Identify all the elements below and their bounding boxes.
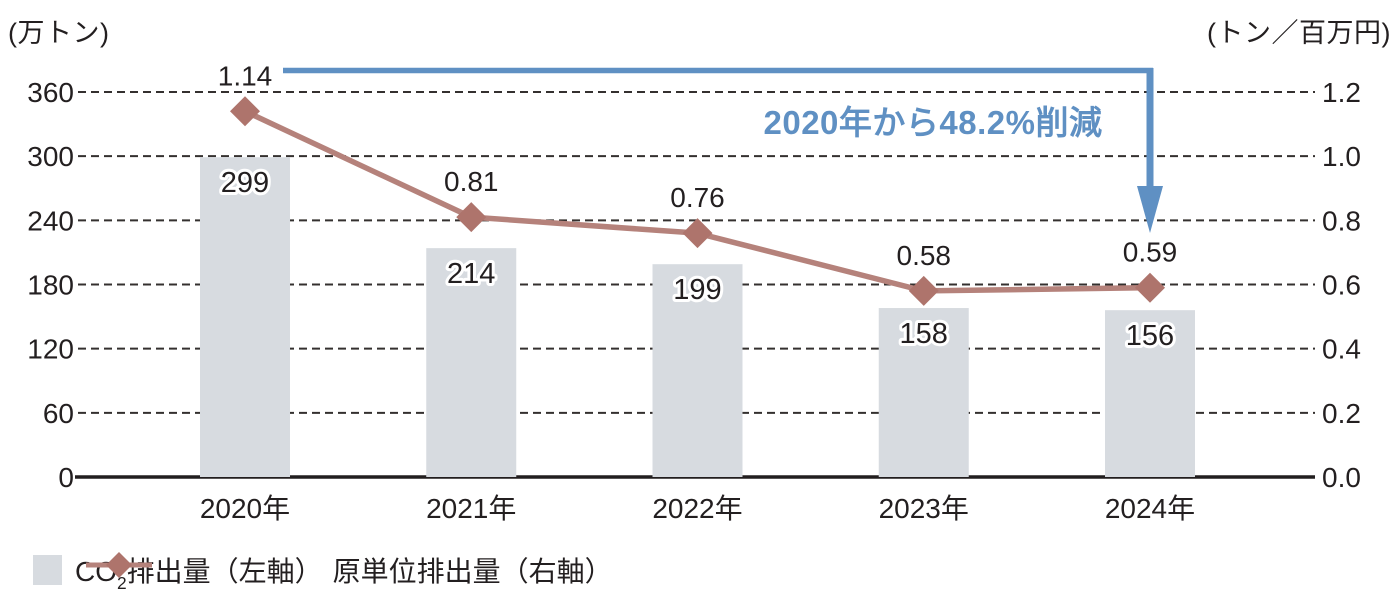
right-axis-tick-0.2: 0.2 (1322, 398, 1361, 429)
left-axis-tick-300: 300 (27, 141, 74, 172)
legend-bar-label-suffix: 排出量（左軸） (126, 556, 323, 587)
left-axis-tick-180: 180 (27, 270, 74, 301)
bar-value-label-2021年: 214 (447, 258, 495, 290)
point-value-label-2021年: 0.81 (444, 166, 499, 197)
bar-2020年 (200, 157, 290, 477)
legend-diamond-marker (106, 552, 132, 578)
point-value-label-2022年: 0.76 (670, 182, 725, 213)
left-axis-tick-360: 360 (27, 77, 74, 108)
right-axis-tick-1.0: 1.0 (1322, 141, 1361, 172)
right-axis-tick-0.8: 0.8 (1322, 205, 1361, 236)
point-value-label-2023年: 0.58 (897, 240, 952, 271)
bar-2022年 (652, 264, 743, 477)
point-value-label-2024年: 0.59 (1123, 237, 1178, 268)
x-axis-label-2020年: 2020年 (200, 493, 290, 524)
right-axis-tick-0.6: 0.6 (1322, 270, 1361, 301)
legend-line-label: 原単位排出量（右軸） (332, 556, 613, 587)
bar-2024年 (1105, 310, 1195, 477)
right-axis-unit-label: (トン／百万円) (1207, 18, 1391, 48)
bar-value-label-2020年: 299 (221, 167, 269, 199)
left-axis-tick-240: 240 (27, 205, 74, 236)
diamond-marker-2023年 (908, 275, 939, 306)
legend-bar-label-subscript: 2 (117, 573, 127, 594)
x-axis-label-2023年: 2023年 (879, 493, 969, 524)
left-axis-tick-60: 60 (43, 398, 74, 429)
bar-2021年 (426, 248, 517, 477)
bar-value-label-2022年: 199 (673, 274, 721, 306)
left-axis-tick-0: 0 (58, 462, 74, 493)
diamond-marker-2021年 (456, 202, 487, 233)
bar-value-label-2024年: 156 (1126, 320, 1174, 352)
x-axis-label-2021年: 2021年 (426, 493, 516, 524)
bar-value-label-2023年: 158 (900, 318, 948, 350)
reduction-annotation: 2020年から48.2%削減 (763, 104, 1103, 141)
left-axis-unit-label: (万トン) (8, 18, 110, 48)
annotation-arrowhead-icon (1137, 186, 1163, 233)
legend-line-swatch (86, 552, 152, 578)
bar-2023年 (878, 308, 969, 477)
point-value-label-2020年: 1.14 (218, 60, 273, 91)
left-axis-tick-120: 120 (27, 334, 74, 365)
right-axis-tick-0.4: 0.4 (1322, 334, 1361, 365)
legend: CO2排出量（左軸） 原単位排出量（右軸） (33, 550, 613, 594)
diamond-marker-2020年 (230, 96, 260, 127)
diamond-marker-2022年 (682, 218, 713, 249)
legend-bar-label: CO2排出量（左軸） (75, 550, 323, 594)
x-axis-label-2022年: 2022年 (652, 493, 742, 524)
diamond-marker-2024年 (1135, 272, 1165, 303)
legend-bar-swatch (33, 555, 62, 585)
x-axis-label-2024年: 2024年 (1105, 493, 1195, 524)
right-axis-tick-1.2: 1.2 (1322, 77, 1361, 108)
right-axis-tick-0.0: 0.0 (1322, 462, 1361, 493)
